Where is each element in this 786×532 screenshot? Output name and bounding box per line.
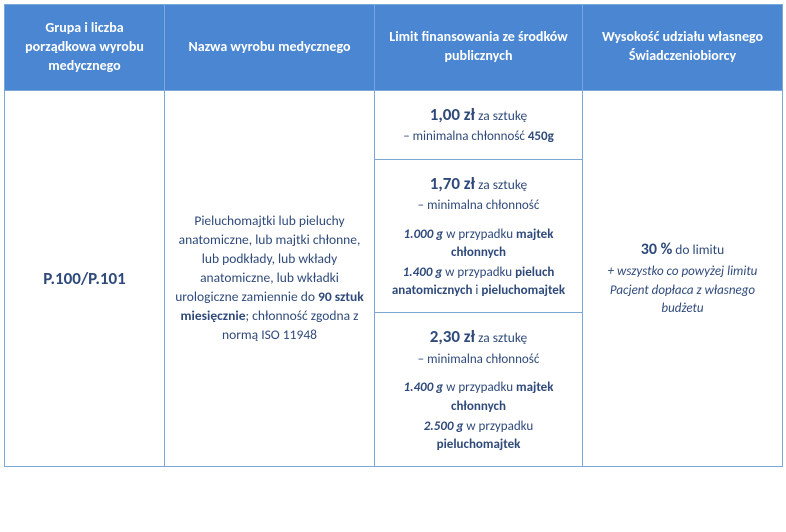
contribution-tail: do limitu xyxy=(672,241,724,258)
case-line: 1.400 g w przypadku majtek chłonnych xyxy=(385,379,572,415)
case-line: 1.000 g w przypadku majtek chłonnych xyxy=(385,226,572,262)
case-line: 1.400 g w przypadku pieluch anatomicznyc… xyxy=(385,264,572,300)
absorbency-min: – minimalna chłonność 450g xyxy=(385,128,572,146)
product-description: Pieluchomajtki lub pieluchy anatomiczne,… xyxy=(175,212,364,344)
reimbursement-table: Grupa i liczba porządkowa wyrobu medyczn… xyxy=(4,4,783,467)
cell-contribution: 30 % do limitu + wszystko co powyżej lim… xyxy=(583,90,783,466)
price-unit: za sztukę xyxy=(475,176,527,193)
case-line: 2.500 g w przypadku pieluchomajtek xyxy=(385,418,572,454)
price-unit: za sztukę xyxy=(475,107,527,124)
contribution-percent: 30 % xyxy=(641,240,673,259)
header-funding-limit: Limit finansowania ze środków publicznyc… xyxy=(375,5,583,91)
absorbency-min: – minimalna chłonność xyxy=(385,351,572,369)
price-value: 1,70 zł xyxy=(430,173,475,194)
cell-code: P.100/P.101 xyxy=(5,90,165,466)
header-own-contribution: Wysokość udziału własnego Świadczeniobio… xyxy=(583,5,783,91)
cell-limit-3: 2,30 zł za sztukę – minimalna chłonność … xyxy=(375,313,583,467)
header-product-name: Nazwa wyrobu medycznego xyxy=(165,5,375,91)
header-group-code: Grupa i liczba porządkowa wyrobu medyczn… xyxy=(5,5,165,91)
cell-limit-2: 1,70 zł za sztukę – minimalna chłonność … xyxy=(375,159,583,313)
cell-description: Pieluchomajtki lub pieluchy anatomiczne,… xyxy=(165,90,375,466)
cell-limit-1: 1,00 zł za sztukę – minimalna chłonność … xyxy=(375,90,583,159)
price-value: 1,00 zł xyxy=(430,104,475,125)
table-row: P.100/P.101 Pieluchomajtki lub pieluchy … xyxy=(5,90,783,159)
product-code: P.100/P.101 xyxy=(43,268,125,289)
price-unit: za sztukę xyxy=(475,329,527,346)
contribution-note: + wszystko co powyżej limitu Pacjent dop… xyxy=(593,263,772,318)
price-value: 2,30 zł xyxy=(430,326,475,347)
absorbency-min: – minimalna chłonność xyxy=(385,197,572,215)
